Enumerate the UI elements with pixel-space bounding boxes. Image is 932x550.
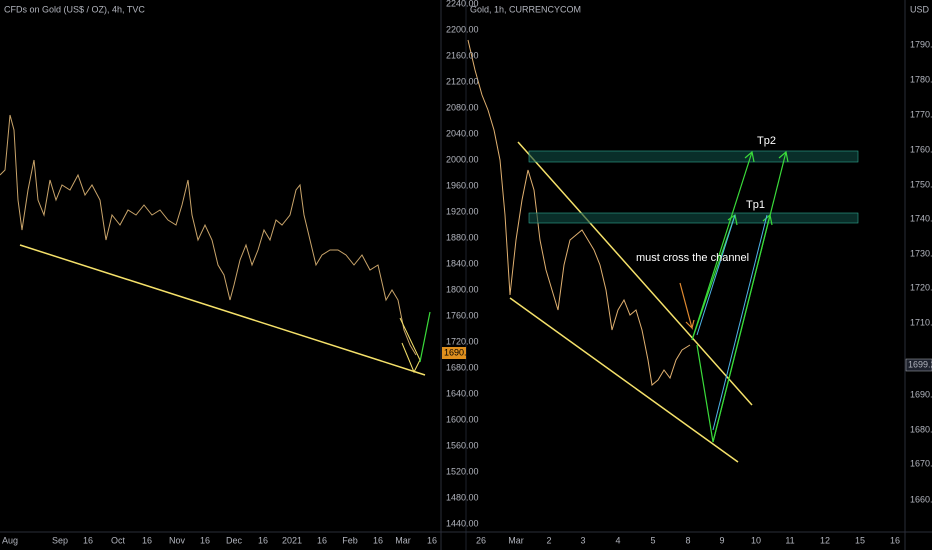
price-label: 2000.00 bbox=[446, 154, 479, 164]
time-label: 10 bbox=[751, 535, 761, 545]
annotation: Tp1 bbox=[746, 199, 765, 211]
time-label: 16 bbox=[200, 535, 210, 545]
price-label: 1660.00 bbox=[910, 494, 932, 504]
time-label: Aug bbox=[2, 535, 18, 545]
time-label: 16 bbox=[890, 535, 900, 545]
trendline bbox=[19, 244, 426, 376]
time-label: 16 bbox=[83, 535, 93, 545]
price-line bbox=[0, 114, 417, 356]
price-label: 1730.00 bbox=[910, 248, 932, 258]
time-label: Mar bbox=[395, 535, 411, 545]
price-label: 1840.00 bbox=[446, 258, 479, 268]
price-label: 1880.00 bbox=[446, 232, 479, 242]
time-label: 9 bbox=[719, 535, 724, 545]
price-label: 1800.00 bbox=[446, 284, 479, 294]
price-label: 2120.00 bbox=[446, 76, 479, 86]
time-label: Mar bbox=[508, 535, 524, 545]
time-label: 5 bbox=[650, 535, 655, 545]
time-label: 4 bbox=[615, 535, 620, 545]
price-label: 1750.00 bbox=[910, 179, 932, 189]
price-tag bbox=[442, 347, 466, 359]
time-label: Nov bbox=[169, 535, 186, 545]
price-label: 1720.00 bbox=[910, 282, 932, 292]
price-label: 1440.00 bbox=[446, 518, 479, 528]
price-label: 1670.00 bbox=[910, 458, 932, 468]
currency: USD bbox=[910, 4, 930, 14]
price-label: 1770.00 bbox=[910, 109, 932, 119]
time-label: 16 bbox=[258, 535, 268, 545]
time-label: 26 bbox=[476, 535, 486, 545]
time-label: 12 bbox=[820, 535, 830, 545]
price-label: 1560.00 bbox=[446, 440, 479, 450]
channel bbox=[399, 317, 421, 374]
price-label: 1690.00 bbox=[910, 389, 932, 399]
time-label: 15 bbox=[855, 535, 865, 545]
price-label: 1760.00 bbox=[446, 310, 479, 320]
channel-top bbox=[517, 141, 753, 406]
price-label: 1710.00 bbox=[910, 317, 932, 327]
price-label: 1790.00 bbox=[910, 39, 932, 49]
note-arrow bbox=[679, 282, 695, 331]
annotation: must cross the channel bbox=[636, 252, 749, 264]
chart-title: CFDs on Gold (US$ / OZ), 4h, TVC bbox=[4, 4, 145, 14]
price-label: 1920.00 bbox=[446, 206, 479, 216]
time-label: 16 bbox=[427, 535, 437, 545]
price-label: 1640.00 bbox=[446, 388, 479, 398]
price-label: 2160.00 bbox=[446, 50, 479, 60]
time-label: 11 bbox=[785, 535, 794, 545]
price-label: 1480.00 bbox=[446, 492, 479, 502]
price-tag bbox=[905, 358, 932, 372]
price-label: 2200.00 bbox=[446, 24, 479, 34]
time-label: 3 bbox=[580, 535, 585, 545]
price-label: 1680.00 bbox=[910, 424, 932, 434]
price-label: 2040.00 bbox=[446, 128, 479, 138]
price-label: 1760.00 bbox=[910, 144, 932, 154]
price-label: 1680.00 bbox=[446, 362, 479, 372]
price-label: 1960.00 bbox=[446, 180, 479, 190]
annotation: Tp2 bbox=[757, 135, 776, 147]
price-tag-label: 1699.24 bbox=[908, 359, 932, 369]
price-label: 1740.00 bbox=[910, 213, 932, 223]
price-label: 2240.00 bbox=[446, 0, 479, 8]
chart-title: Gold, 1h, CURRENCYCOM bbox=[470, 4, 581, 14]
channel-bottom bbox=[509, 297, 739, 463]
target-zone bbox=[528, 212, 859, 224]
price-line bbox=[467, 39, 691, 386]
time-label: 16 bbox=[373, 535, 383, 545]
time-label: Dec bbox=[226, 535, 243, 545]
time-label: 2 bbox=[546, 535, 551, 545]
price-label: 1720.00 bbox=[446, 336, 479, 346]
price-label: 1780.00 bbox=[910, 74, 932, 84]
arrow bbox=[419, 311, 431, 363]
price-label: 1520.00 bbox=[446, 466, 479, 476]
time-label: Oct bbox=[111, 535, 126, 545]
time-label: Sep bbox=[52, 535, 68, 545]
time-label: 8 bbox=[685, 535, 690, 545]
time-label: 2021 bbox=[282, 535, 302, 545]
price-label: 2080.00 bbox=[446, 102, 479, 112]
projection-arrows bbox=[691, 150, 789, 443]
price-label: 1600.00 bbox=[446, 414, 479, 424]
target-zone bbox=[528, 150, 859, 163]
time-label: Feb bbox=[342, 535, 358, 545]
time-label: 16 bbox=[317, 535, 327, 545]
time-label: 16 bbox=[142, 535, 152, 545]
price-tag-label: 1690.64 bbox=[444, 347, 477, 357]
projection-arrows bbox=[696, 214, 768, 431]
